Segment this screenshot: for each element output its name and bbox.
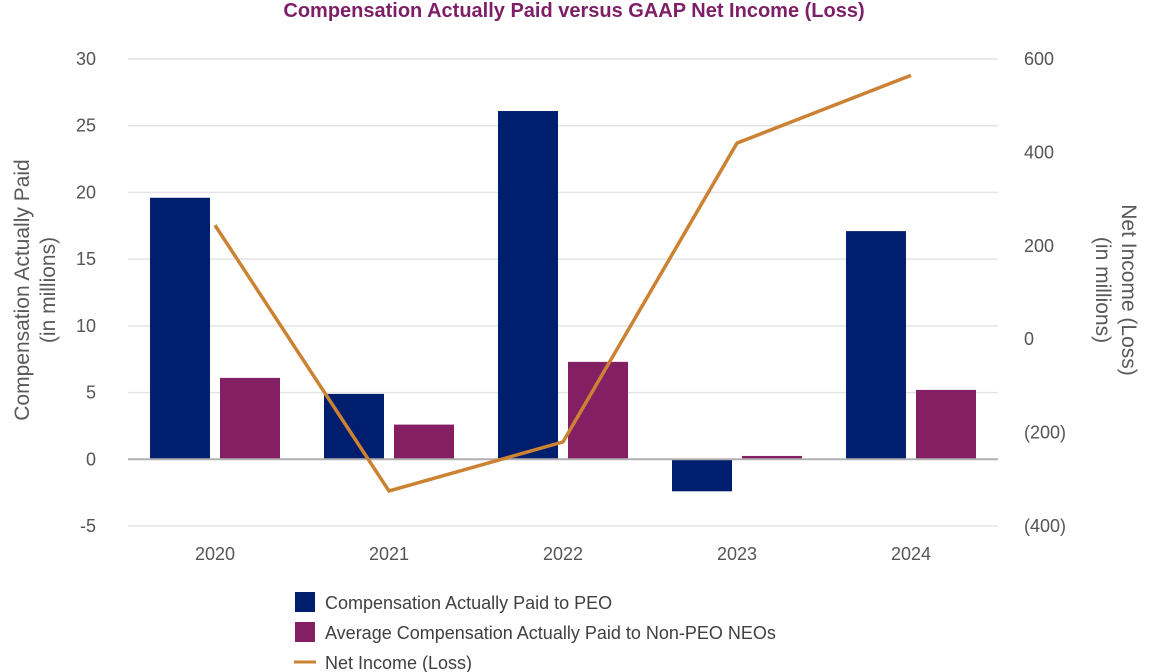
bar-non-peo-2024 [916, 389, 976, 460]
y-right-axis-label-line1: Net Income (Loss) [1117, 204, 1140, 376]
tick-labels: -5 0 5 10 15 20 25 30 (400) (200) 0 200 400 600 2020 20… [76, 49, 1066, 564]
y-right-tick-label: (200) [1024, 423, 1066, 443]
y-left-axis-label-line2: (in millions) [37, 237, 60, 343]
legend-label-peo: Compensation Actually Paid to PEO [325, 593, 612, 613]
y-right-axis-label-line2: (in millions) [1091, 237, 1114, 343]
chart-title: Compensation Actually Paid versus GAAP N… [283, 0, 864, 22]
bar-non-peo-2022 [568, 361, 628, 460]
net-income-line-layer [213, 73, 912, 494]
y-left-tick-label: 10 [76, 316, 96, 336]
x-tick-label: 2024 [891, 544, 931, 564]
bar-non-peo-2021 [394, 424, 454, 460]
x-tick-label: 2023 [717, 544, 757, 564]
y-left-axis-label-line1: Compensation Actually Paid [11, 159, 34, 421]
x-tick-label: 2021 [369, 544, 409, 564]
y-right-tick-label: 200 [1024, 236, 1054, 256]
legend-label-non-peo: Average Compensation Actually Paid to No… [325, 623, 776, 643]
y-left-tick-label: 0 [86, 449, 96, 469]
bar-peo-2022 [498, 111, 558, 460]
y-left-tick-label: 20 [76, 182, 96, 202]
x-tick-label: 2020 [195, 544, 235, 564]
y-right-tick-label: 600 [1024, 49, 1054, 69]
bar-non-peo-2023 [742, 455, 802, 460]
bar-peo-2024 [846, 231, 906, 460]
legend-swatch-peo [295, 592, 315, 612]
y-right-tick-label: 400 [1024, 142, 1054, 162]
y-left-tick-label: 30 [76, 49, 96, 69]
y-right-tick-label: 0 [1024, 329, 1034, 349]
y-left-tick-label: 25 [76, 116, 96, 136]
legend: Compensation Actually Paid to PEO Averag… [294, 592, 776, 672]
legend-label-net-income: Net Income (Loss) [325, 653, 472, 672]
bar-peo-2023 [672, 459, 732, 492]
y-left-tick-label: 5 [86, 383, 96, 403]
bar-peo-2020 [150, 197, 210, 460]
y-right-tick-label: (400) [1024, 516, 1066, 536]
bars [128, 111, 998, 492]
legend-swatch-non-peo [295, 622, 315, 642]
x-tick-label: 2022 [543, 544, 583, 564]
net-income-line [213, 73, 912, 494]
y-left-tick-label: -5 [80, 516, 96, 536]
bar-non-peo-2020 [220, 377, 280, 460]
y-left-tick-label: 15 [76, 249, 96, 269]
